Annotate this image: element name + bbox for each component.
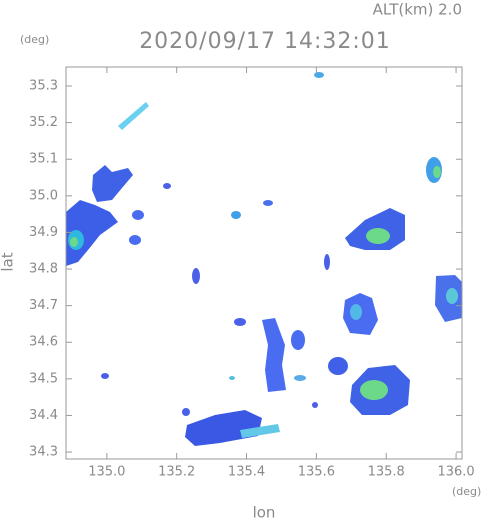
altitude-label: ALT(km) 2.0 (373, 1, 462, 19)
echo (129, 235, 141, 245)
echo (366, 228, 390, 244)
y-tick-label: 35.3 (29, 79, 58, 94)
echo (360, 380, 388, 400)
y-tick-label: 35.2 (29, 115, 58, 130)
y-tick-label: 34.9 (29, 225, 58, 240)
echo (163, 183, 171, 189)
echo (132, 210, 144, 220)
echo (92, 165, 133, 202)
y-axis-label: lat (0, 252, 17, 271)
y-tick-label: 34.3 (29, 445, 58, 460)
echo (314, 72, 324, 78)
x-tick-label: 135.8 (368, 465, 405, 480)
echo (231, 211, 241, 219)
x-axis-label: lon (253, 504, 276, 521)
x-tick-label: 135.6 (298, 465, 335, 480)
radar-echoes (66, 72, 462, 446)
echo (240, 424, 280, 438)
echo (446, 288, 458, 304)
echo (328, 357, 348, 375)
echo (234, 318, 246, 326)
x-tick-label: 135.0 (88, 465, 125, 480)
y-tick-label: 34.5 (29, 371, 58, 386)
echo (262, 318, 286, 392)
echo (66, 200, 118, 266)
y-tick-label: 35.0 (29, 188, 58, 203)
y-tick-label: 34.6 (29, 335, 58, 350)
echo (350, 304, 362, 320)
x-tick-label: 136.0 (437, 465, 474, 480)
y-tick-label: 34.4 (29, 408, 58, 423)
plot-frame (65, 66, 463, 460)
echo (118, 102, 149, 130)
y-unit: (deg) (20, 33, 49, 46)
y-tick-label: 35.1 (29, 152, 58, 167)
x-tick-label: 135.2 (158, 465, 195, 480)
echo (229, 376, 235, 380)
echo (101, 373, 109, 379)
echo (291, 330, 305, 350)
y-tick-label: 34.8 (29, 262, 58, 277)
echo (185, 410, 262, 446)
y-tick-label: 34.7 (29, 298, 58, 313)
echo (324, 254, 330, 270)
echo (294, 375, 306, 381)
x-tick-label: 135.4 (228, 465, 265, 480)
chart-title: 2020/09/17 14:32:01 (139, 29, 391, 54)
echo (182, 408, 190, 416)
echo (70, 237, 78, 247)
echo (192, 268, 200, 284)
echo (312, 402, 318, 408)
echo (433, 166, 441, 178)
echo (263, 200, 273, 206)
x-unit: (deg) (452, 485, 481, 498)
